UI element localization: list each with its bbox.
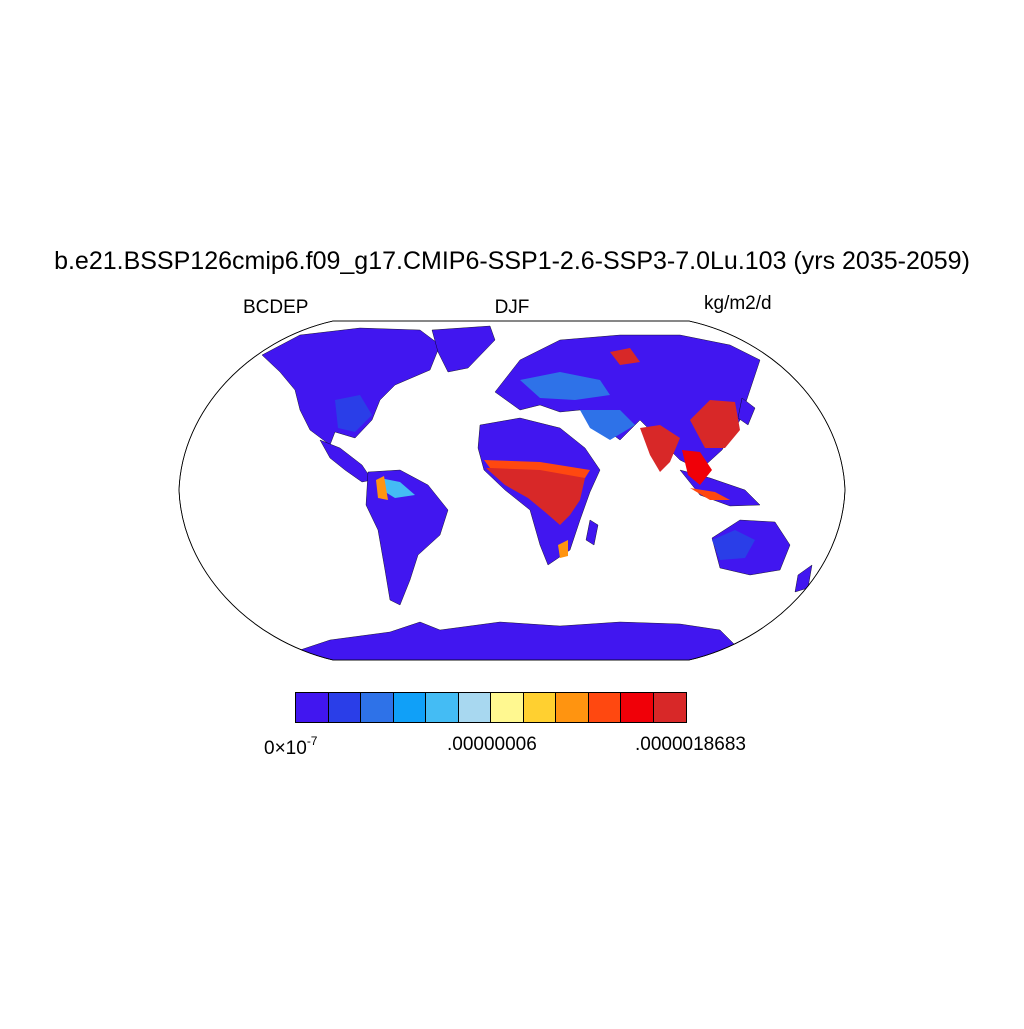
colorbar-tick-high: .0000018683 — [635, 734, 746, 755]
colorbar-box-4 — [426, 693, 459, 722]
colorbar-box-11 — [653, 693, 686, 722]
units-label: kg/m2/d — [704, 293, 772, 314]
colorbar-box-2 — [361, 693, 394, 722]
middle-east-mid — [580, 410, 635, 440]
map-outline-border — [178, 320, 846, 661]
colorbar-box-0 — [296, 693, 329, 722]
japan — [737, 397, 756, 426]
colorbar-tick-low-times: ×10 — [274, 738, 307, 759]
season-label: DJF — [494, 297, 530, 318]
russia-high — [610, 348, 640, 365]
central-america — [319, 439, 373, 483]
south-africa-high — [558, 540, 568, 558]
colorbar-tick-mid: .00000006 — [447, 734, 537, 755]
variable-label: BCDEP — [243, 297, 309, 318]
colorbar-tick-low-exponent: -7 — [306, 734, 318, 748]
central-africa-high — [486, 468, 585, 525]
north-america-east-mid — [335, 395, 372, 432]
page-title: b.e21.BSSP126cmip6.f09_g17.CMIP6-SSP1-2.… — [54, 247, 970, 275]
india-high — [640, 425, 680, 472]
north-america — [261, 327, 441, 446]
colorbar-box-8 — [556, 693, 589, 722]
colorbar-tick-low: 0×10-7 — [264, 734, 317, 760]
europe-mid — [520, 372, 610, 400]
colorbar-box-6 — [491, 693, 524, 722]
colorbar — [295, 692, 687, 723]
colorbar-tick-low-mantissa: 0 — [264, 738, 275, 759]
indonesia-high — [690, 488, 730, 500]
madagascar — [585, 519, 599, 546]
land-layer — [261, 325, 813, 660]
east-asia-high — [690, 400, 740, 448]
colorbar-box-5 — [458, 693, 491, 722]
colorbar-box-9 — [588, 693, 621, 722]
south-america — [365, 469, 449, 606]
indochina-high — [682, 450, 712, 485]
colorbar-box-3 — [393, 693, 426, 722]
antarctica — [299, 621, 741, 660]
south-america-coast-high — [376, 476, 388, 500]
south-america-north-mid — [380, 478, 415, 498]
africa-sahel-band — [484, 460, 590, 478]
colorbar-box-7 — [523, 693, 556, 722]
colorbar-box-1 — [328, 693, 361, 722]
greenland — [431, 325, 496, 373]
colorbar-box-10 — [621, 693, 654, 722]
australia-mid — [712, 530, 755, 560]
